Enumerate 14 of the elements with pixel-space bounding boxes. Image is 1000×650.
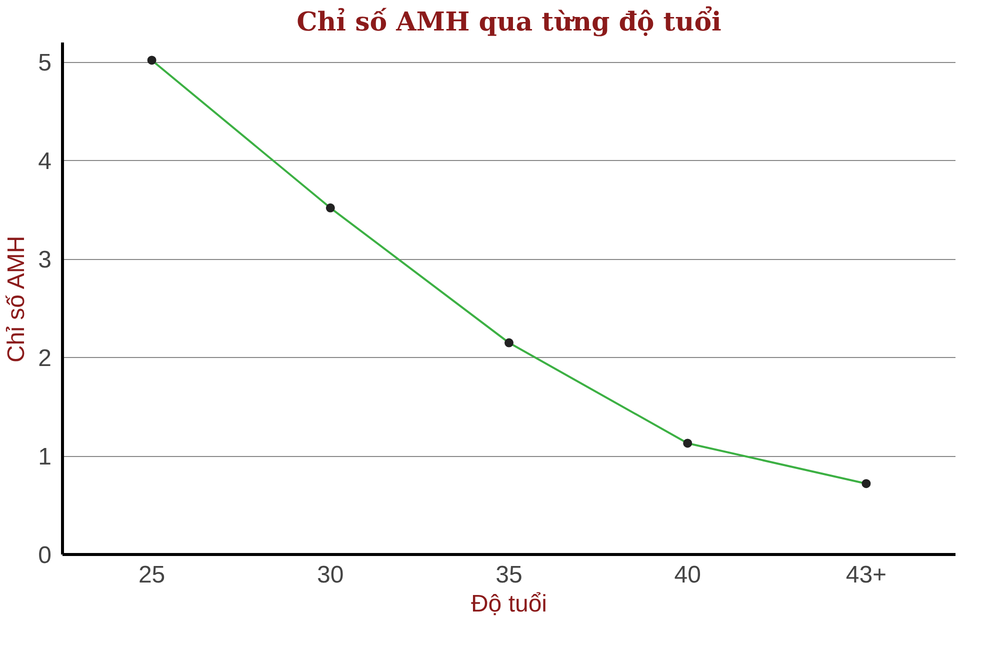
y-tick-label: 0 xyxy=(38,542,52,569)
x-tick-label: 35 xyxy=(496,562,522,588)
y-tick-label: 4 xyxy=(38,148,52,176)
y-axis-title: Chỉ số AMH xyxy=(3,236,30,363)
y-tick-label: 1 xyxy=(38,444,52,471)
x-tick-label: 40 xyxy=(674,562,701,588)
x-tick-label: 25 xyxy=(138,562,166,588)
chart-title: Chỉ số AMH qua từng độ tuổi xyxy=(296,6,722,38)
y-tick-label: 2 xyxy=(38,345,52,372)
x-axis-title: Độ tuổi xyxy=(470,590,548,618)
x-tick-label: 30 xyxy=(317,562,344,588)
y-tick-label: 3 xyxy=(38,246,52,274)
x-tick-label: 43+ xyxy=(846,562,887,588)
y-tick-label: 5 xyxy=(38,50,52,77)
